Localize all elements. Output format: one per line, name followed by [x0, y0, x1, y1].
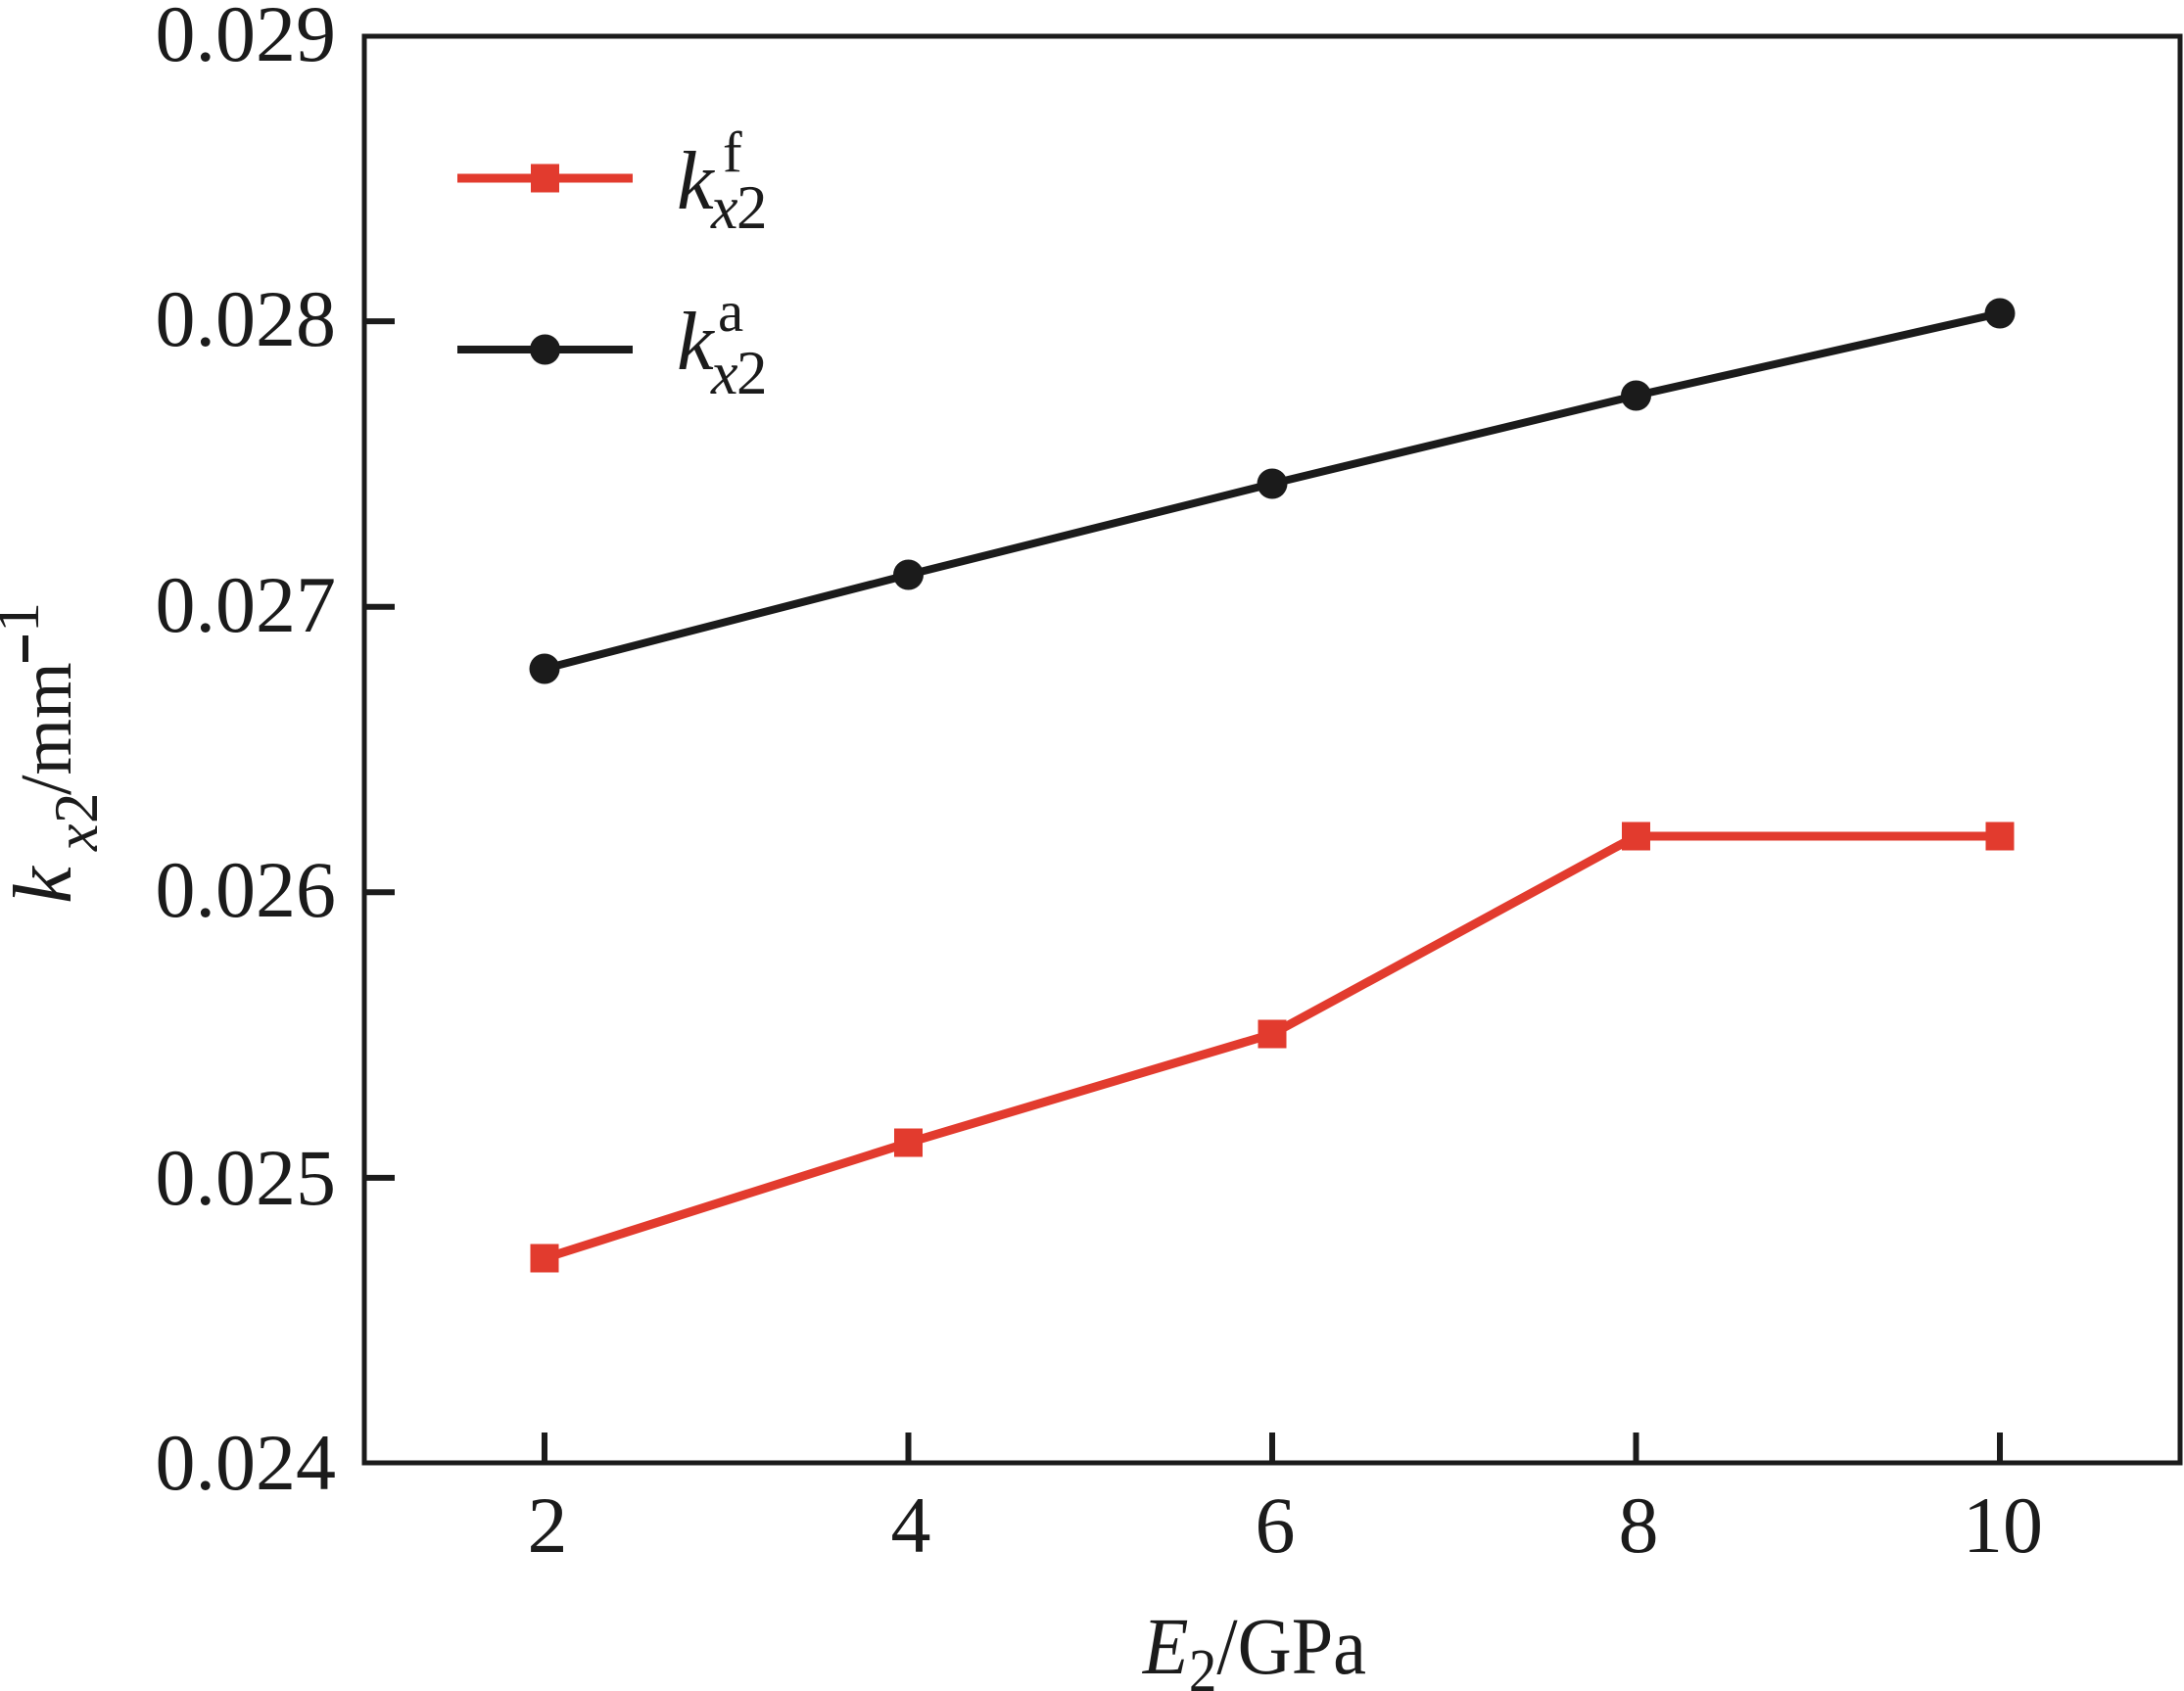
svg-text:4: 4 [891, 1480, 931, 1570]
svg-text:10: 10 [1963, 1480, 2043, 1570]
svg-text:2: 2 [528, 1480, 568, 1570]
svg-text:x: x [710, 341, 738, 407]
svg-text:2: 2 [736, 173, 768, 242]
svg-text:0.024: 0.024 [156, 1418, 337, 1507]
svg-text:2: 2 [1189, 1637, 1217, 1691]
svg-text:a: a [718, 279, 743, 344]
svg-text:0.026: 0.026 [156, 845, 337, 934]
svg-text:E: E [1142, 1602, 1189, 1691]
svg-text:2: 2 [42, 793, 111, 824]
svg-text:1: 1 [0, 602, 52, 633]
svg-text:k: k [677, 135, 715, 227]
svg-text:x: x [44, 823, 111, 852]
svg-text:/GPa: /GPa [1216, 1602, 1366, 1691]
svg-text:k: k [0, 866, 89, 904]
svg-text:6: 6 [1256, 1480, 1296, 1570]
svg-text:8: 8 [1619, 1480, 1659, 1570]
svg-text:0.027: 0.027 [156, 560, 337, 649]
svg-text:0.025: 0.025 [156, 1133, 337, 1222]
svg-text:f: f [723, 120, 742, 185]
svg-text:0.029: 0.029 [156, 0, 337, 78]
svg-text:x: x [710, 175, 738, 242]
svg-text:2: 2 [736, 339, 768, 407]
svg-text:0.028: 0.028 [156, 274, 337, 363]
svg-text:k: k [677, 296, 715, 388]
svg-text:/mm: /mm [7, 662, 87, 795]
